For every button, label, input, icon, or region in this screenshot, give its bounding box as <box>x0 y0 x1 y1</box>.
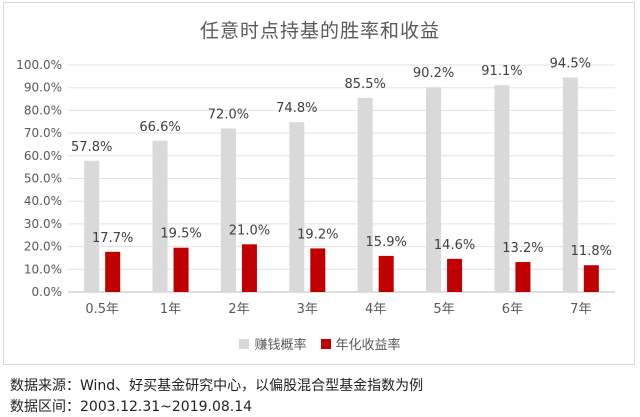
y-tick-label: 40.0% <box>24 194 62 208</box>
bar-annual-return <box>515 262 531 292</box>
x-tick-label: 6年 <box>502 302 523 317</box>
y-tick-label: 90.0% <box>24 81 62 95</box>
x-tick-label: 2年 <box>228 302 249 317</box>
data-label-annual-return: 17.7% <box>92 231 133 246</box>
bar-annual-return <box>105 251 121 292</box>
x-tick-label: 5年 <box>433 302 454 317</box>
chart-legend: 赚钱概率 年化收益率 <box>0 334 640 353</box>
y-tick-label: 80.0% <box>24 103 62 117</box>
bar-annual-return <box>241 244 257 292</box>
x-tick-label: 1年 <box>160 302 181 317</box>
legend-item-annual-return: 年化收益率 <box>320 334 401 353</box>
x-tick-label: 3年 <box>297 302 318 317</box>
legend-label-annual-return: 年化收益率 <box>335 338 401 353</box>
data-label-annual-return: 13.2% <box>502 241 543 256</box>
data-label-win-rate: 57.8% <box>71 140 112 155</box>
bar-annual-return <box>583 265 599 292</box>
bar-win-rate <box>562 77 578 292</box>
y-tick-label: 30.0% <box>24 217 62 231</box>
y-tick-label: 50.0% <box>24 172 62 186</box>
bar-annual-return <box>310 248 326 292</box>
data-label-annual-return: 21.0% <box>229 223 270 238</box>
data-label-win-rate: 66.6% <box>139 120 180 135</box>
data-label-win-rate: 74.8% <box>276 101 317 116</box>
data-label-win-rate: 94.5% <box>550 56 591 71</box>
data-label-win-rate: 72.0% <box>208 108 249 123</box>
y-tick-label: 10.0% <box>24 262 62 276</box>
data-label-win-rate: 90.2% <box>413 66 454 81</box>
chart-frame <box>3 2 635 365</box>
y-tick-label: 100.0% <box>16 58 62 72</box>
data-label-win-rate: 91.1% <box>481 64 522 79</box>
bar-win-rate <box>289 122 305 292</box>
bar-win-rate <box>494 85 510 292</box>
y-tick-label: 0.0% <box>32 285 63 299</box>
y-tick-label: 60.0% <box>24 149 62 163</box>
data-label-annual-return: 11.8% <box>571 244 612 259</box>
data-label-annual-return: 14.6% <box>434 238 475 253</box>
chart-title: 任意时点持基的胜率和收益 <box>199 20 440 42</box>
bar-win-rate <box>152 140 168 292</box>
bar-annual-return <box>447 258 463 292</box>
bar-win-rate <box>426 87 442 292</box>
bar-win-rate <box>220 128 236 292</box>
legend-label-win-rate: 赚钱概率 <box>254 338 307 353</box>
bar-win-rate <box>357 97 373 292</box>
x-tick-label: 0.5年 <box>85 302 119 317</box>
data-label-win-rate: 85.5% <box>345 77 386 92</box>
x-tick-label: 4年 <box>365 302 386 317</box>
legend-swatch-gray <box>239 338 250 349</box>
data-source-note: 数据来源：Wind、好买基金研究中心，以偏股混合型基金指数为例 <box>10 378 424 394</box>
x-tick-label: 7年 <box>570 302 591 317</box>
y-tick-label: 70.0% <box>24 126 62 140</box>
bar-win-rate <box>84 160 100 292</box>
legend-swatch-red <box>320 338 331 349</box>
legend-item-win-rate: 赚钱概率 <box>239 334 307 353</box>
bar-annual-return <box>378 255 394 292</box>
y-tick-label: 20.0% <box>24 240 62 254</box>
data-period-note: 数据区间：2003.12.31~2019.08.14 <box>10 399 253 415</box>
data-label-annual-return: 15.9% <box>366 235 407 250</box>
bar-annual-return <box>173 247 189 292</box>
data-label-annual-return: 19.5% <box>160 227 201 242</box>
data-label-annual-return: 19.2% <box>297 227 338 242</box>
